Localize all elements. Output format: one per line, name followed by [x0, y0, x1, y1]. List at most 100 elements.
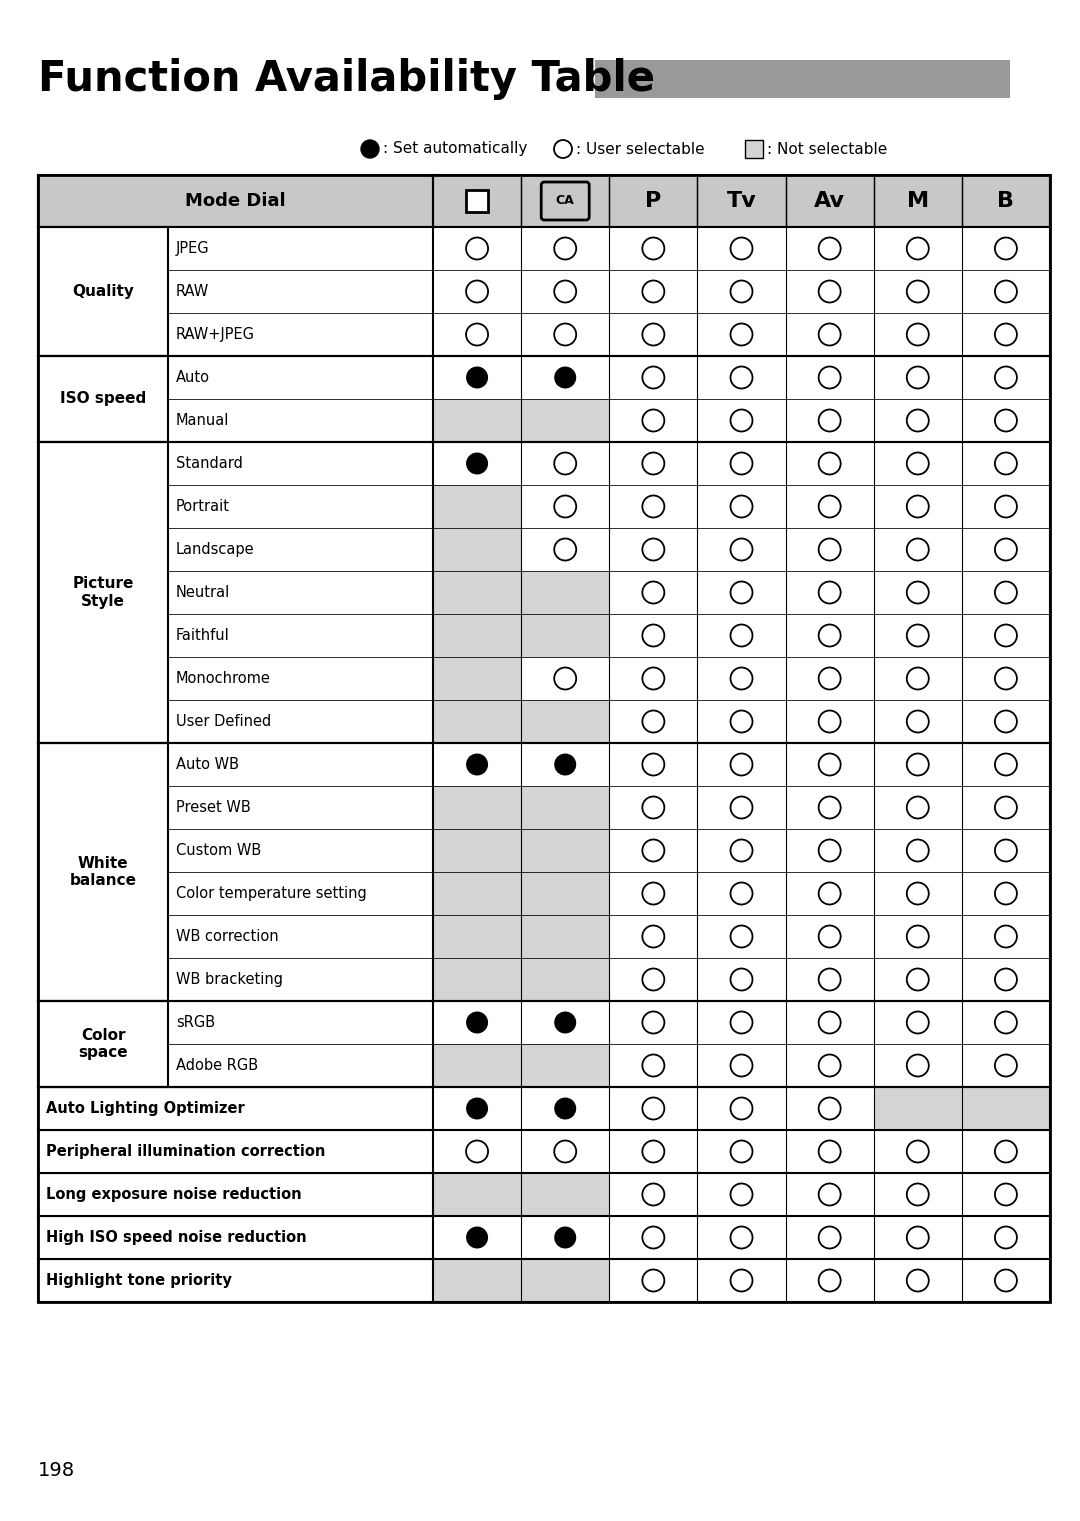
Bar [698, 614, 785, 657]
Bar [698, 742, 785, 786]
Bar [698, 657, 785, 700]
Bar [785, 1001, 874, 1043]
Text: WB correction: WB correction [176, 929, 279, 945]
Text: Auto: Auto [176, 370, 210, 385]
Bar [785, 614, 874, 657]
Bar [433, 742, 522, 786]
Bar [874, 485, 962, 528]
Bar [168, 742, 433, 786]
Bar [168, 1001, 433, 1043]
Bar [522, 916, 609, 958]
Circle shape [554, 1226, 577, 1249]
Bar [785, 1259, 874, 1302]
Bar [874, 570, 962, 614]
Bar [38, 1173, 433, 1215]
Bar [698, 1088, 785, 1130]
Bar [962, 528, 1050, 570]
Bar [38, 1259, 433, 1302]
Bar [609, 313, 698, 356]
Text: Portrait: Portrait [176, 499, 230, 514]
Bar [433, 356, 522, 399]
Circle shape [467, 753, 488, 776]
Bar [785, 829, 874, 872]
Text: Neutral: Neutral [176, 586, 230, 599]
Text: P: P [645, 192, 661, 211]
Bar [698, 1001, 785, 1043]
Text: sRGB: sRGB [176, 1015, 215, 1030]
Text: CA: CA [556, 195, 575, 207]
Bar [785, 1173, 874, 1215]
Bar [38, 356, 168, 443]
Bar [168, 958, 433, 1001]
Bar [433, 614, 522, 657]
Bar [38, 227, 168, 356]
Bar [522, 399, 609, 443]
Text: Picture
Style: Picture Style [72, 576, 134, 608]
Text: Tv: Tv [727, 192, 756, 211]
Text: White
balance: White balance [69, 856, 136, 888]
Bar [698, 528, 785, 570]
Bar [522, 1259, 609, 1302]
Circle shape [467, 1098, 488, 1119]
Bar [609, 1173, 698, 1215]
Bar [785, 916, 874, 958]
Bar [698, 443, 785, 485]
Bar [168, 614, 433, 657]
Bar [522, 1001, 609, 1043]
Bar [698, 786, 785, 829]
Bar [433, 916, 522, 958]
Text: : Set automatically: : Set automatically [383, 141, 527, 157]
Bar [609, 485, 698, 528]
Bar [38, 742, 168, 1001]
Bar [962, 742, 1050, 786]
Circle shape [467, 1011, 488, 1033]
Bar [522, 657, 609, 700]
Bar [433, 313, 522, 356]
Bar [874, 443, 962, 485]
Bar [522, 443, 609, 485]
Bar [522, 227, 609, 271]
Bar [785, 872, 874, 916]
Bar [698, 399, 785, 443]
Bar [522, 313, 609, 356]
Bar [698, 916, 785, 958]
Bar [698, 829, 785, 872]
Bar [38, 175, 1050, 227]
Bar [522, 485, 609, 528]
Bar [874, 313, 962, 356]
Circle shape [554, 1098, 577, 1119]
Circle shape [467, 1226, 488, 1249]
Text: Preset WB: Preset WB [176, 800, 251, 815]
Bar [962, 1130, 1050, 1173]
Bar [168, 313, 433, 356]
Bar [522, 614, 609, 657]
Bar [698, 872, 785, 916]
Bar [698, 271, 785, 313]
Text: Manual: Manual [176, 414, 229, 427]
Text: High ISO speed noise reduction: High ISO speed noise reduction [46, 1230, 307, 1246]
Bar [38, 1001, 168, 1088]
Text: Quality: Quality [72, 284, 134, 300]
Bar [698, 1130, 785, 1173]
Bar [962, 1173, 1050, 1215]
Text: Peripheral illumination correction: Peripheral illumination correction [46, 1144, 325, 1159]
Bar [609, 829, 698, 872]
Bar [962, 614, 1050, 657]
Bar [962, 1215, 1050, 1259]
Bar [168, 786, 433, 829]
Bar [522, 271, 609, 313]
Bar [874, 958, 962, 1001]
Text: RAW: RAW [176, 284, 210, 300]
Bar [874, 227, 962, 271]
Bar [962, 271, 1050, 313]
Text: : Not selectable: : Not selectable [767, 141, 888, 157]
Bar [874, 786, 962, 829]
Bar [467, 190, 488, 211]
Bar [522, 742, 609, 786]
Text: Auto WB: Auto WB [176, 757, 239, 773]
Bar [698, 1259, 785, 1302]
Bar [609, 570, 698, 614]
Bar [874, 356, 962, 399]
Bar [168, 356, 433, 399]
Bar [609, 742, 698, 786]
